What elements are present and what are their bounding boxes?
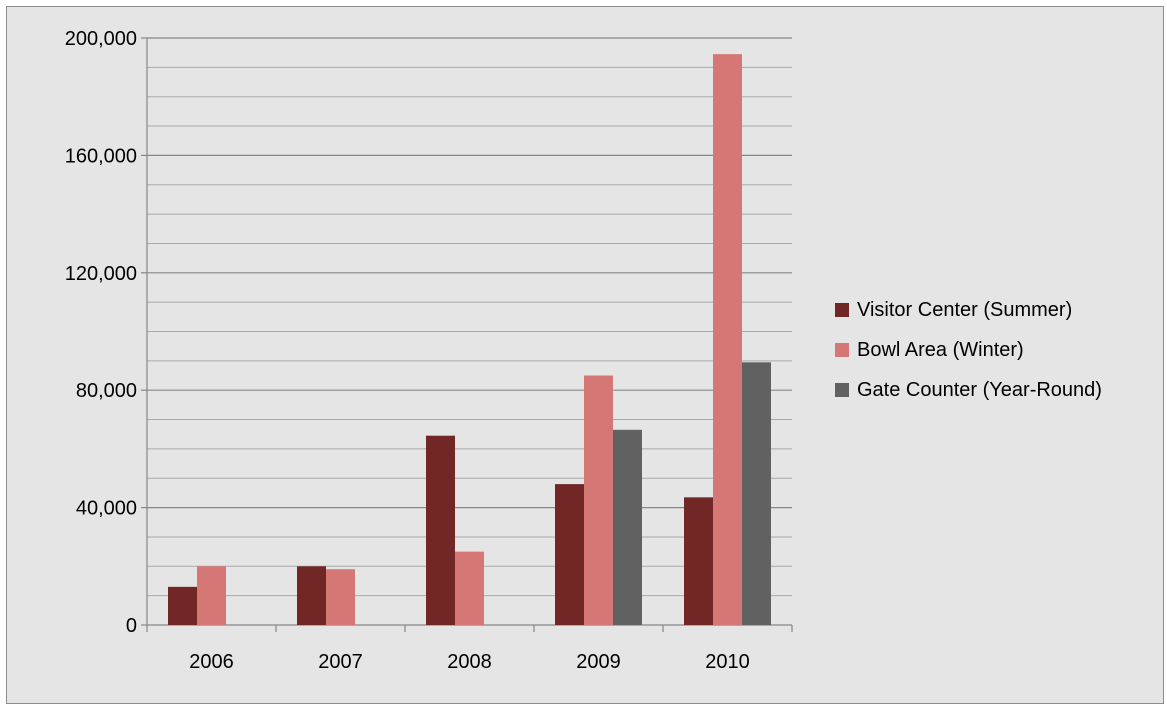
legend-swatch bbox=[835, 303, 849, 317]
x-tick-labels: 2006 2007 2008 2009 2010 bbox=[189, 651, 750, 673]
y-tick-label: 160,000 bbox=[65, 145, 137, 167]
legend-label: Visitor Center (Summer) bbox=[857, 299, 1072, 321]
x-tick-label: 2009 bbox=[576, 651, 621, 673]
bars bbox=[168, 54, 771, 625]
x-tick-label: 2007 bbox=[318, 651, 363, 673]
y-tick-label: 80,000 bbox=[76, 380, 137, 402]
bar-2006-series-1 bbox=[168, 586, 197, 625]
bar-2007-series-1 bbox=[297, 566, 326, 625]
bar-2008-series-1 bbox=[426, 435, 455, 625]
legend-swatch bbox=[835, 383, 849, 397]
y-tick-label: 120,000 bbox=[65, 263, 137, 285]
y-tick-label: 40,000 bbox=[76, 498, 137, 520]
bar-2009-series-1 bbox=[555, 484, 584, 625]
bar-2010-series-3 bbox=[742, 362, 771, 625]
bar-2008-series-2 bbox=[455, 551, 484, 625]
bar-2010-series-2 bbox=[713, 54, 742, 625]
legend-swatch bbox=[835, 343, 849, 357]
x-tick-label: 2006 bbox=[189, 651, 234, 673]
bar-2010-series-1 bbox=[684, 497, 713, 625]
bar-2009-series-2 bbox=[584, 375, 613, 625]
legend: Visitor Center (Summer) Bowl Area (Winter… bbox=[835, 299, 1102, 401]
y-tick-label: 200,000 bbox=[65, 28, 137, 50]
chart-area: 0 40,000 80,000 120,000 160,000 200,000 2006 2… bbox=[6, 6, 1164, 704]
legend-label: Bowl Area (Winter) bbox=[857, 339, 1024, 361]
y-tick-label: 0 bbox=[126, 615, 137, 637]
y-tick-labels: 0 40,000 80,000 120,000 160,000 200,000 bbox=[65, 28, 137, 637]
gridlines bbox=[147, 37, 792, 597]
x-tick-label: 2010 bbox=[705, 651, 750, 673]
bar-2007-series-2 bbox=[326, 569, 355, 625]
legend-label: Gate Counter (Year-Round) bbox=[857, 379, 1102, 401]
bar-2006-series-2 bbox=[197, 566, 226, 625]
bar-2009-series-3 bbox=[613, 429, 642, 625]
x-tick-label: 2008 bbox=[447, 651, 492, 673]
